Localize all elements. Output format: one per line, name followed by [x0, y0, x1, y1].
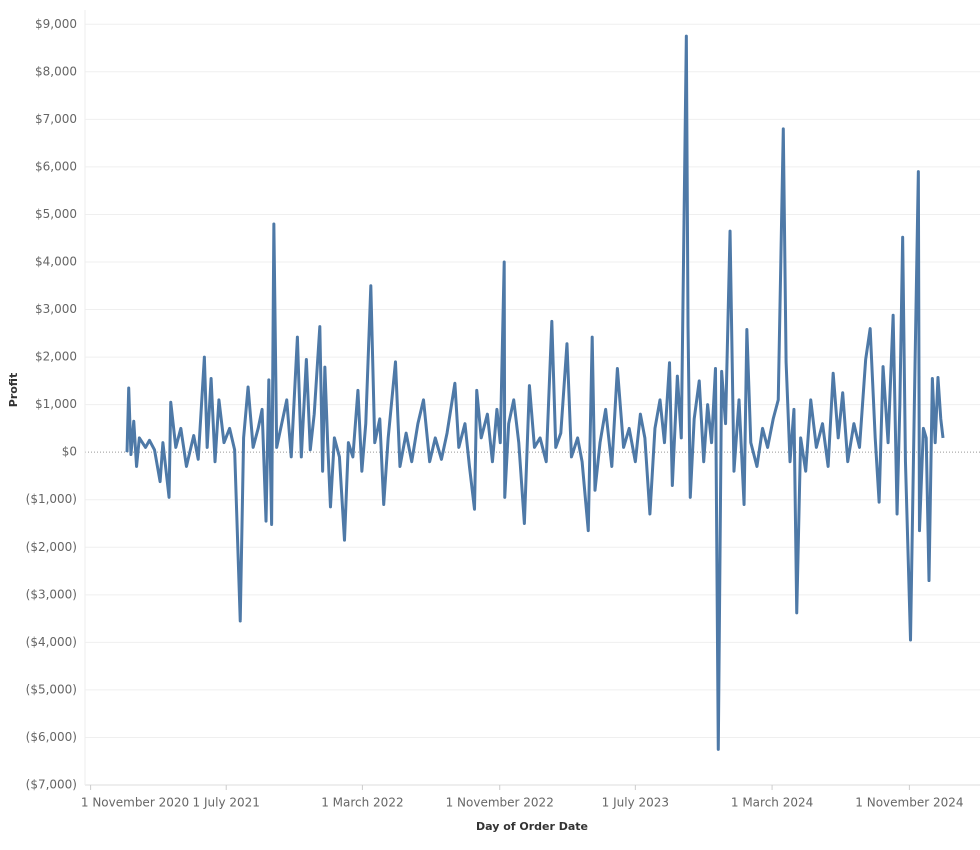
- y-axis-title: Profit: [7, 373, 20, 407]
- y-tick-label: $0: [62, 445, 77, 459]
- x-tick-label: 1 July 2023: [602, 796, 669, 810]
- y-tick-label: $3,000: [35, 302, 77, 316]
- y-tick-label: $6,000: [35, 159, 77, 173]
- y-tick-label: ($1,000): [26, 492, 77, 506]
- y-tick-label: ($5,000): [26, 682, 77, 696]
- y-tick-label: ($7,000): [26, 778, 77, 792]
- y-tick-label: $7,000: [35, 112, 77, 126]
- x-axis-title: Day of Order Date: [476, 820, 588, 833]
- x-tick-label: 1 March 2022: [321, 796, 403, 810]
- y-tick-label: ($2,000): [26, 540, 77, 554]
- x-tick-label: 1 November 2024: [855, 796, 963, 810]
- y-tick-label: $4,000: [35, 254, 77, 268]
- y-tick-label: ($4,000): [26, 635, 77, 649]
- y-tick-label: $9,000: [35, 17, 77, 31]
- y-tick-label: ($3,000): [26, 587, 77, 601]
- y-tick-label: $1,000: [35, 397, 77, 411]
- x-tick-label: 1 March 2024: [731, 796, 813, 810]
- x-tick-label: 1 July 2021: [193, 796, 260, 810]
- y-tick-label: $5,000: [35, 207, 77, 221]
- profit-line: [125, 34, 945, 751]
- y-tick-label: ($6,000): [26, 730, 77, 744]
- y-tick-label: $2,000: [35, 350, 77, 364]
- x-tick-label: 1 November 2022: [446, 796, 554, 810]
- x-tick-label: 1 November 2020: [81, 796, 189, 810]
- y-tick-label: $8,000: [35, 64, 77, 78]
